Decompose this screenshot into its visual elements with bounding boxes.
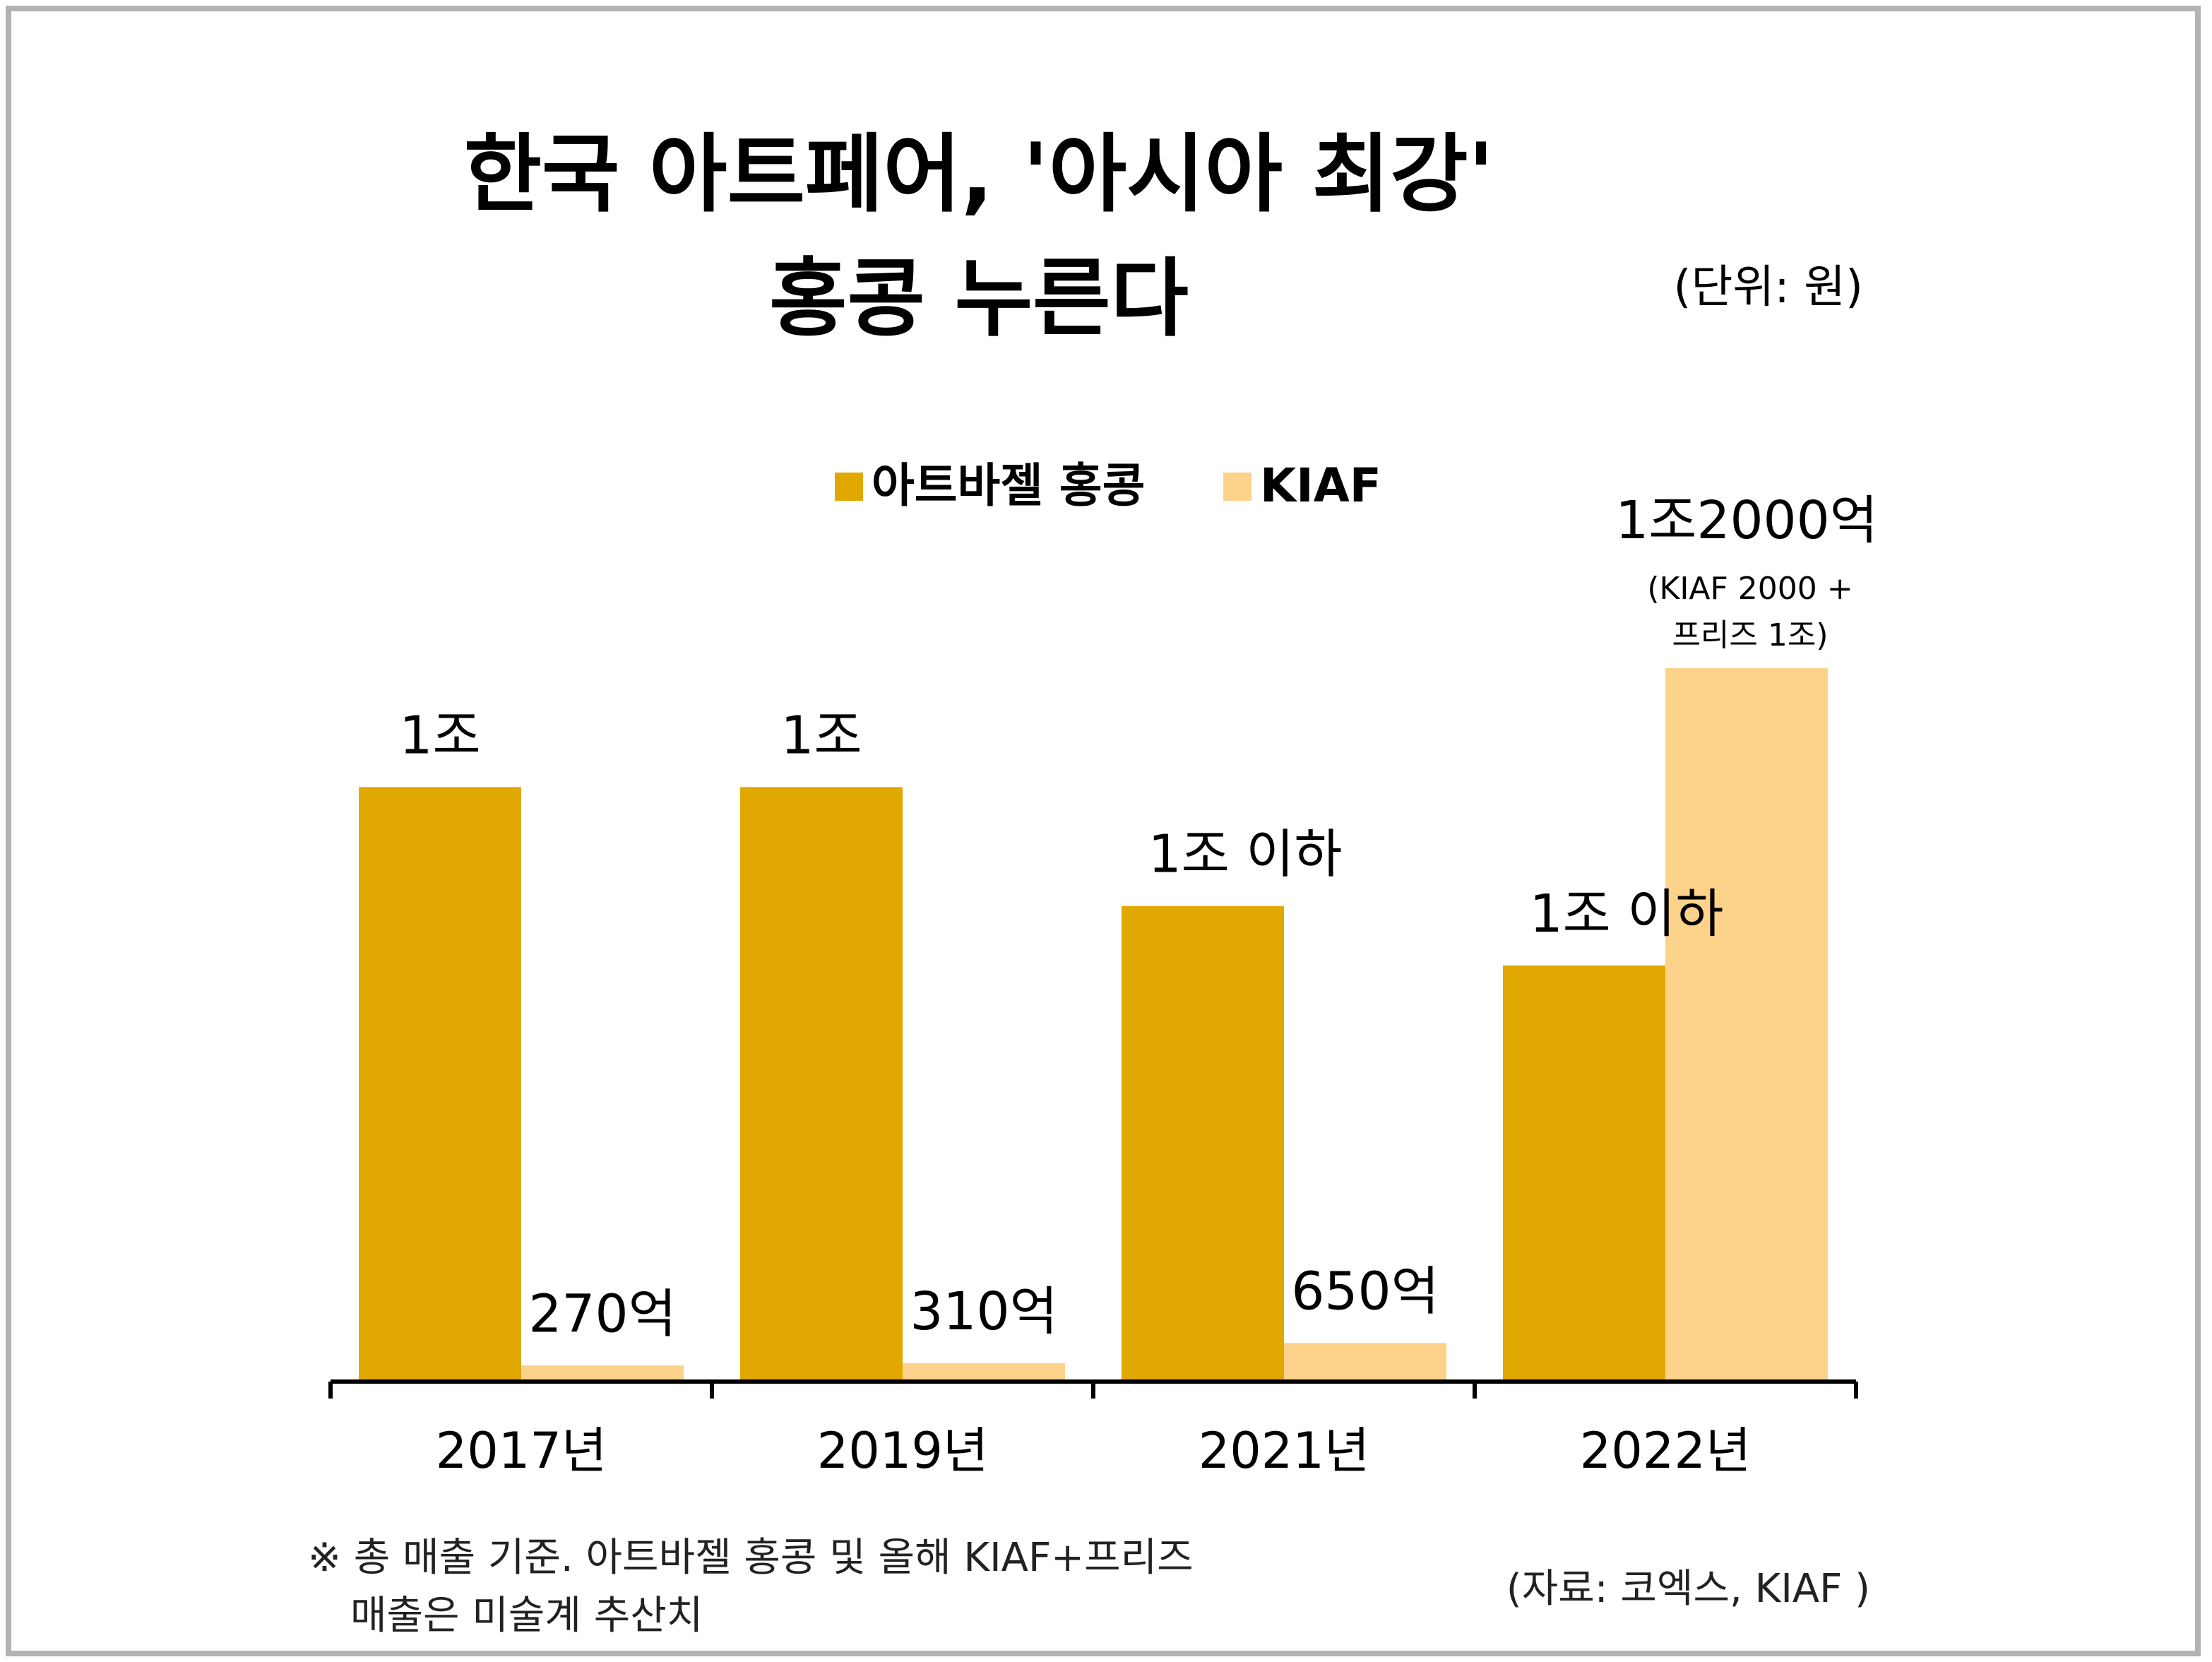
footnote: ※ 총 매출 기준. 아트바젤 홍콩 및 올해 KIAF+프리즈 매출은 미술계… (308, 1535, 1194, 1639)
annotation-line: (KIAF 2000 + (1647, 571, 1853, 607)
bar-kiaf-2017년 (521, 1365, 684, 1382)
x-tick-label: 2022년 (1580, 1422, 1752, 1480)
bar-artbasel-2019년 (740, 787, 903, 1382)
legend-swatch-2 (1223, 473, 1251, 501)
bar-kiaf-2021년 (1284, 1343, 1446, 1382)
bar-chart: 한국 아트페어, '아시아 최강' 홍콩 누른다 (단위: 원) 아트바젤 홍콩… (308, 126, 1878, 1639)
legend: 아트바젤 홍콩 KIAF (835, 458, 1381, 513)
chart-frame: 한국 아트페어, '아시아 최강' 홍콩 누른다 (단위: 원) 아트바젤 홍콩… (6, 6, 2201, 1656)
value-label: 1조 (780, 705, 862, 766)
bars (359, 668, 1828, 1382)
source-label: (자료: 코엑스, KIAF ) (1506, 1566, 1870, 1612)
footnote-line-2: 매출은 미술계 추산치 (350, 1593, 703, 1639)
legend-swatch-1 (835, 473, 863, 501)
x-tick-labels: 2017년 2019년 2021년 2022년 (436, 1422, 1752, 1480)
value-label: 1조 이하 (1530, 884, 1724, 944)
footnote-line-1: ※ 총 매출 기준. 아트바젤 홍콩 및 올해 KIAF+프리즈 (308, 1535, 1194, 1581)
x-tick-label: 2017년 (436, 1422, 607, 1480)
bar-artbasel-2021년 (1122, 906, 1284, 1382)
bar-artbasel-2022년 (1503, 965, 1665, 1382)
value-label: 270억 (528, 1283, 676, 1344)
x-tick-label: 2019년 (817, 1422, 989, 1480)
value-label: 310억 (910, 1281, 1057, 1342)
value-labels: 1조 270억 1조 310억 1조 이하 650억 1조 이하 프리즈 1조) (KIAF 2… (399, 490, 1877, 1344)
chart-title: 한국 아트페어, '아시아 최강' 홍콩 누른다 (464, 126, 1494, 348)
bar-artbasel-2017년 (359, 787, 521, 1382)
value-label: 1조 (399, 705, 480, 766)
title-line-2: 홍콩 누른다 (769, 250, 1189, 348)
legend-label-2: KIAF (1260, 458, 1381, 513)
title-line-1: 한국 아트페어, '아시아 최강' (464, 126, 1494, 224)
bar-kiaf-2019년 (903, 1363, 1065, 1382)
value-label: 650억 (1291, 1261, 1439, 1322)
value-label: 1조 이하 (1148, 824, 1343, 885)
legend-label-1: 아트바젤 홍콩 (872, 458, 1145, 513)
annotation-line: 프리즈 1조) (1672, 617, 1828, 653)
bar-kiaf-2022년 (1665, 668, 1828, 1382)
value-label: 1조2000억 (1615, 490, 1878, 551)
unit-label: (단위: 원) (1674, 261, 1863, 314)
x-tick-label: 2021년 (1199, 1422, 1370, 1480)
x-axis (328, 1379, 1858, 1399)
